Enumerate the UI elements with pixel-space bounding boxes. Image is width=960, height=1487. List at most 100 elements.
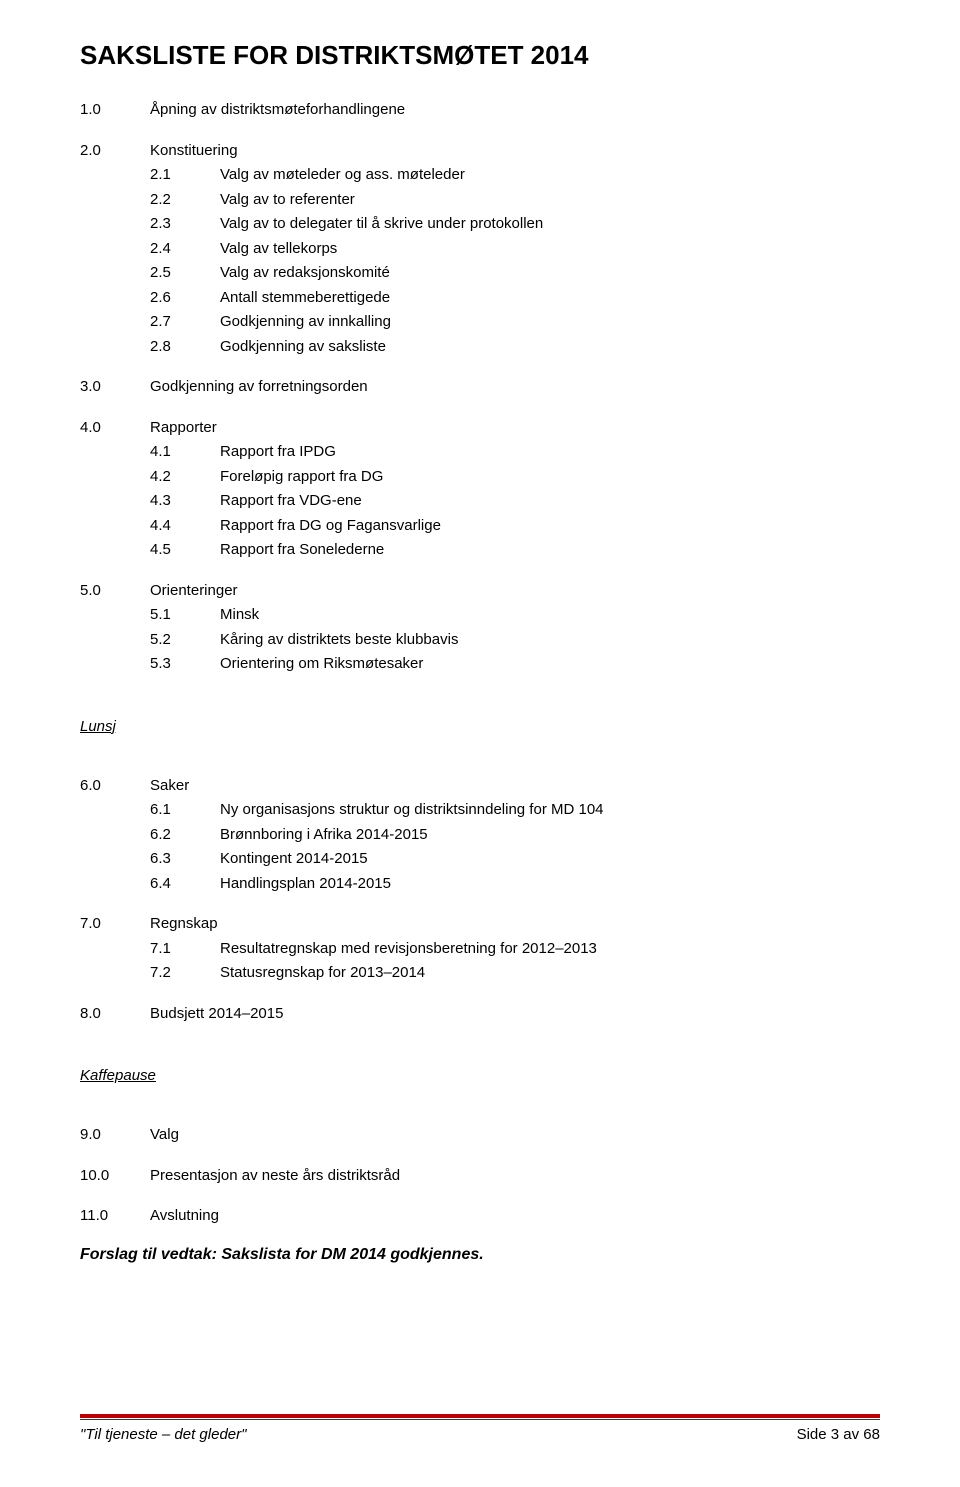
sub-num: 4.4 [80, 515, 220, 538]
item-num: 1.0 [80, 99, 150, 122]
sub-text: Kåring av distriktets beste klubbavis [220, 629, 880, 652]
item-9-0: 9.0 Valg [80, 1124, 880, 1147]
sub-num: 4.2 [80, 466, 220, 489]
sub-num: 2.6 [80, 287, 220, 310]
item-num: 4.0 [80, 417, 150, 440]
sub-num: 6.4 [80, 873, 220, 896]
sub-2-7: 2.7Godkjenning av innkalling [80, 311, 880, 334]
item-text: Budsjett 2014–2015 [150, 1003, 880, 1026]
lunsj-label: Lunsj [80, 718, 880, 735]
item-num: 2.0 [80, 140, 150, 163]
sub-2-3: 2.3Valg av to delegater til å skrive und… [80, 213, 880, 236]
sub-6-3: 6.3Kontingent 2014-2015 [80, 848, 880, 871]
sub-5-3: 5.3Orientering om Riksmøtesaker [80, 653, 880, 676]
sub-4-1: 4.1Rapport fra IPDG [80, 441, 880, 464]
item-7-0: 7.0 Regnskap [80, 913, 880, 936]
item-num: 11.0 [80, 1205, 150, 1228]
sub-6-4: 6.4Handlingsplan 2014-2015 [80, 873, 880, 896]
sub-num: 2.5 [80, 262, 220, 285]
item-10-0: 10.0 Presentasjon av neste års distrikts… [80, 1165, 880, 1188]
item-num: 10.0 [80, 1165, 150, 1188]
item-text: Orienteringer [150, 580, 880, 603]
footer-rule-bottom [80, 1419, 880, 1420]
page-title: SAKSLISTE FOR DISTRIKTSMØTET 2014 [80, 40, 880, 71]
sub-text: Valg av møteleder og ass. møteleder [220, 164, 880, 187]
sub-2-1: 2.1Valg av møteleder og ass. møteleder [80, 164, 880, 187]
sub-num: 6.3 [80, 848, 220, 871]
sub-7-1: 7.1Resultatregnskap med revisjonsberetni… [80, 938, 880, 961]
item-3-0: 3.0 Godkjenning av forretningsorden [80, 376, 880, 399]
sub-4-2: 4.2Foreløpig rapport fra DG [80, 466, 880, 489]
sub-text: Foreløpig rapport fra DG [220, 466, 880, 489]
sub-6-2: 6.2Brønnboring i Afrika 2014-2015 [80, 824, 880, 847]
sub-num: 6.2 [80, 824, 220, 847]
sub-text: Minsk [220, 604, 880, 627]
item-num: 7.0 [80, 913, 150, 936]
item-text: Valg [150, 1124, 880, 1147]
sub-num: 2.4 [80, 238, 220, 261]
item-4-0: 4.0 Rapporter [80, 417, 880, 440]
footer-right-text: Side 3 av 68 [797, 1426, 880, 1443]
item-text: Avslutning [150, 1205, 880, 1228]
sub-4-3: 4.3Rapport fra VDG-ene [80, 490, 880, 513]
sub-4-4: 4.4Rapport fra DG og Fagansvarlige [80, 515, 880, 538]
item-num: 6.0 [80, 775, 150, 798]
item-text: Godkjenning av forretningsorden [150, 376, 880, 399]
sub-text: Godkjenning av innkalling [220, 311, 880, 334]
sub-text: Brønnboring i Afrika 2014-2015 [220, 824, 880, 847]
sub-num: 6.1 [80, 799, 220, 822]
item-num: 9.0 [80, 1124, 150, 1147]
sub-text: Valg av to delegater til å skrive under … [220, 213, 880, 236]
item-text: Saker [150, 775, 880, 798]
item-text: Regnskap [150, 913, 880, 936]
item-text: Åpning av distriktsmøteforhandlingene [150, 99, 880, 122]
sub-text: Valg av to referenter [220, 189, 880, 212]
sub-text: Godkjenning av saksliste [220, 336, 880, 359]
item-6-0: 6.0 Saker [80, 775, 880, 798]
sub-text: Valg av tellekorps [220, 238, 880, 261]
sub-2-4: 2.4Valg av tellekorps [80, 238, 880, 261]
kaffepause-label: Kaffepause [80, 1067, 880, 1084]
sub-2-6: 2.6Antall stemmeberettigede [80, 287, 880, 310]
sub-text: Rapport fra DG og Fagansvarlige [220, 515, 880, 538]
sub-text: Valg av redaksjonskomité [220, 262, 880, 285]
sub-6-1: 6.1Ny organisasjons struktur og distrikt… [80, 799, 880, 822]
sub-num: 2.1 [80, 164, 220, 187]
item-text: Konstituering [150, 140, 880, 163]
sub-text: Rapport fra IPDG [220, 441, 880, 464]
footer-left-text: "Til tjeneste – det gleder" [80, 1426, 246, 1443]
sub-num: 5.3 [80, 653, 220, 676]
sub-text: Handlingsplan 2014-2015 [220, 873, 880, 896]
sub-7-2: 7.2Statusregnskap for 2013–2014 [80, 962, 880, 985]
sub-num: 4.5 [80, 539, 220, 562]
sub-num: 4.3 [80, 490, 220, 513]
sub-num: 4.1 [80, 441, 220, 464]
sub-text: Statusregnskap for 2013–2014 [220, 962, 880, 985]
item-5-0: 5.0 Orienteringer [80, 580, 880, 603]
sub-num: 2.3 [80, 213, 220, 236]
sub-text: Antall stemmeberettigede [220, 287, 880, 310]
sub-2-2: 2.2Valg av to referenter [80, 189, 880, 212]
sub-num: 7.2 [80, 962, 220, 985]
item-num: 5.0 [80, 580, 150, 603]
sub-4-5: 4.5Rapport fra Sonelederne [80, 539, 880, 562]
sub-2-5: 2.5Valg av redaksjonskomité [80, 262, 880, 285]
sub-text: Rapport fra Sonelederne [220, 539, 880, 562]
sub-num: 2.8 [80, 336, 220, 359]
item-num: 3.0 [80, 376, 150, 399]
item-2-0: 2.0 Konstituering [80, 140, 880, 163]
sub-text: Orientering om Riksmøtesaker [220, 653, 880, 676]
item-text: Presentasjon av neste års distriktsråd [150, 1165, 880, 1188]
sub-num: 2.2 [80, 189, 220, 212]
sub-num: 2.7 [80, 311, 220, 334]
item-11-0: 11.0 Avslutning [80, 1205, 880, 1228]
item-text: Rapporter [150, 417, 880, 440]
sub-num: 7.1 [80, 938, 220, 961]
sub-5-1: 5.1Minsk [80, 604, 880, 627]
sub-2-8: 2.8Godkjenning av saksliste [80, 336, 880, 359]
sub-text: Rapport fra VDG-ene [220, 490, 880, 513]
sub-text: Resultatregnskap med revisjonsberetning … [220, 938, 880, 961]
item-8-0: 8.0 Budsjett 2014–2015 [80, 1003, 880, 1026]
item-1-0: 1.0 Åpning av distriktsmøteforhandlingen… [80, 99, 880, 122]
sub-5-2: 5.2Kåring av distriktets beste klubbavis [80, 629, 880, 652]
